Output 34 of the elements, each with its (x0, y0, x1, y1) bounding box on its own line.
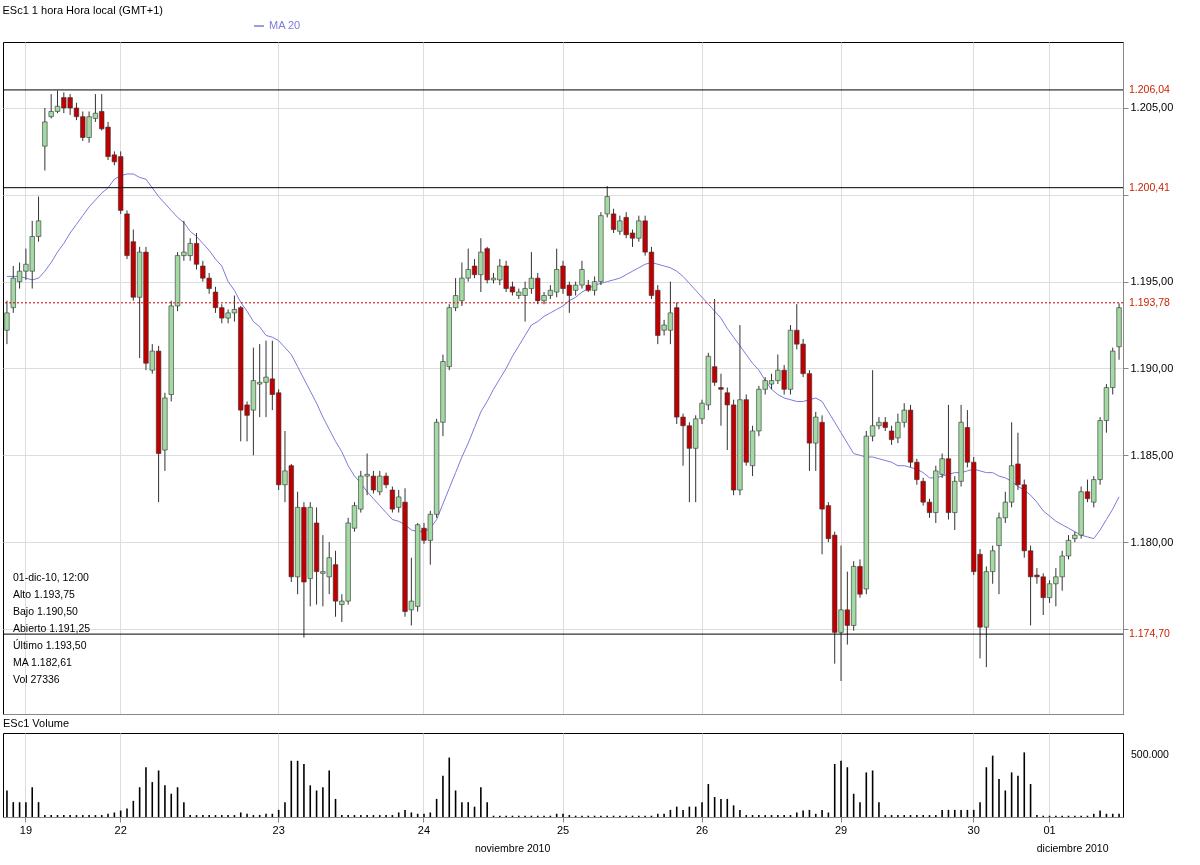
x-tick-label: 19 (19, 823, 33, 836)
ref-line-label: 1.193,78 (1129, 295, 1171, 308)
y-tick-label: 1.190,00 (1130, 361, 1174, 374)
annotation: 01-dic-10, 12:00 (13, 571, 90, 583)
annotation: Abierto 1.191,25 (13, 622, 91, 634)
x-tick-label: 01 (1043, 823, 1056, 836)
text: diciembre 2010 (1036, 842, 1109, 854)
annotation: Bajo 1.190,50 (13, 605, 78, 617)
x-tick-label: 29 (834, 823, 848, 836)
text: 500.000 (1131, 748, 1170, 760)
chart-title: ESc1 Volume (3, 717, 70, 729)
x-tick-label: 26 (695, 823, 709, 836)
annotation: Vol 27336 (13, 673, 60, 685)
candlestick (4, 300, 10, 345)
x-tick-label: 23 (272, 823, 285, 836)
x-tick-label: 25 (556, 823, 570, 836)
ref-line-label: 1.200,41 (1129, 180, 1171, 193)
y-tick-label: 1.205,00 (1130, 101, 1174, 114)
ref-line-label: 1.174,70 (1129, 627, 1171, 640)
x-tick-label: 24 (417, 823, 431, 836)
y-tick-label: 1.180,00 (1130, 535, 1174, 548)
annotation: Último 1.193,50 (13, 639, 87, 651)
line-series (6, 173, 1120, 540)
y-tick-label: 1.185,00 (1130, 448, 1174, 461)
chart-title: ESc1 1 hora Hora local (GMT+1) (2, 4, 163, 16)
candlestick (718, 373, 724, 427)
x-tick-label: 22 (114, 823, 127, 836)
legend-label: MA 20 (269, 19, 301, 31)
annotation: Alto 1.193,75 (13, 588, 76, 600)
ref-line-label: 1.206,04 (1129, 82, 1171, 95)
text: noviembre 2010 (474, 842, 551, 854)
x-tick-label: 30 (967, 823, 980, 836)
annotation: MA 1.182,61 (13, 656, 73, 668)
y-tick-label: 1.195,00 (1130, 275, 1174, 288)
